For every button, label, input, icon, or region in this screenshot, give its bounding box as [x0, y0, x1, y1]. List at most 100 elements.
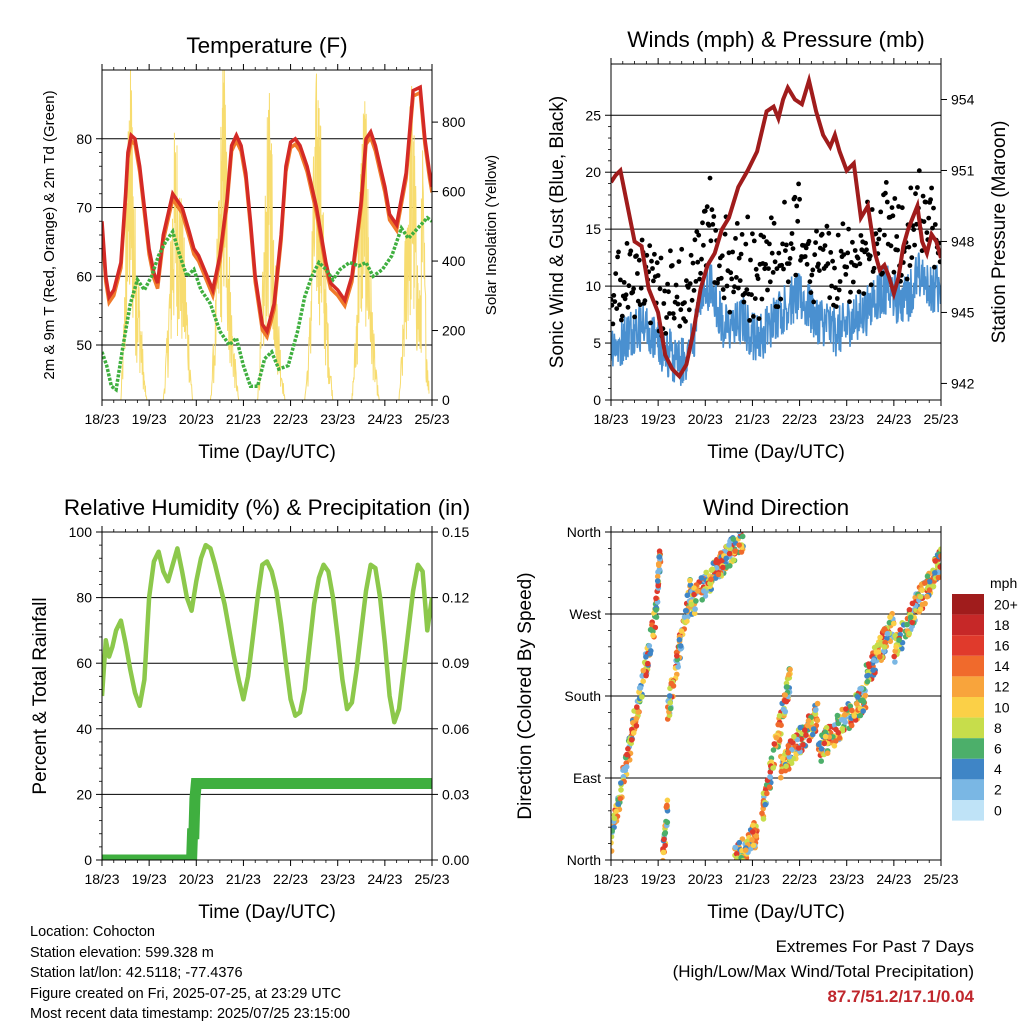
humidity-y2tick-label: 0.09: [442, 655, 469, 671]
humidity-y2tick-label: 0.15: [442, 524, 469, 540]
direction-point: [656, 554, 663, 560]
direction-point: [848, 722, 855, 729]
figure-created: Figure created on Fri, 2025-07-25, at 23…: [30, 985, 342, 1002]
direction-ytick-label: North: [567, 524, 601, 540]
gust-point: [755, 276, 761, 282]
gust-point: [863, 240, 868, 246]
direction-point: [906, 630, 912, 637]
winds-xtick-label: 21/23: [735, 411, 770, 427]
gust-point: [625, 304, 631, 310]
gust-point: [833, 304, 839, 309]
direction-point: [814, 700, 821, 707]
direction-point: [687, 577, 693, 584]
gust-point: [731, 289, 736, 295]
gust-point: [932, 264, 937, 270]
gust-point: [638, 285, 644, 291]
direction-point: [858, 685, 865, 692]
gust-point: [689, 297, 695, 303]
gust-point: [612, 299, 618, 304]
direction-point: [726, 550, 733, 557]
direction-point: [909, 619, 915, 626]
humidity-xtick-label: 23/23: [320, 871, 355, 887]
gust-point: [661, 301, 667, 306]
direction-point: [767, 769, 774, 775]
direction-point: [924, 593, 930, 600]
gust-point: [611, 293, 617, 298]
humidity-title: Relative Humidity (%) & Precipitation (i…: [64, 495, 470, 520]
winds-xtick-label: 24/23: [876, 411, 911, 427]
gust-point: [908, 185, 914, 191]
direction-point: [732, 844, 739, 851]
gust-point: [884, 199, 890, 205]
direction-xtick-label: 20/23: [688, 871, 723, 887]
gust-point: [889, 205, 895, 211]
gust-point: [671, 315, 677, 321]
gust-point: [806, 238, 812, 244]
direction-point: [824, 750, 831, 756]
solar-insolation-line: [120, 70, 430, 400]
direction-point: [691, 591, 697, 598]
legend-swatch: [952, 655, 984, 677]
humidity-ytick-label: 60: [76, 655, 92, 671]
temperature-frame: [101, 69, 433, 401]
gust-point: [717, 263, 722, 269]
gust-point: [907, 263, 913, 268]
gust-point: [727, 309, 733, 315]
precip-line: [102, 778, 432, 860]
direction-point: [698, 575, 705, 581]
gust-point: [624, 241, 630, 246]
direction-xtick-label: 23/23: [829, 871, 864, 887]
winds-ytick-label: 25: [585, 107, 601, 123]
direction-point: [881, 644, 888, 650]
direction-point: [776, 712, 783, 719]
direction-point: [688, 601, 695, 608]
direction-point: [736, 532, 742, 535]
gust-point: [814, 228, 819, 234]
gust-point: [611, 302, 615, 308]
direction-ytick-label: South: [564, 688, 601, 704]
direction-point: [810, 726, 817, 732]
direction-point: [855, 694, 861, 700]
gust-point: [756, 316, 762, 321]
gust-point: [825, 261, 831, 267]
gust-point: [728, 270, 734, 276]
direction-point: [816, 741, 822, 748]
gust-point: [726, 250, 732, 256]
legend-label: 6: [994, 741, 1002, 757]
dewpoint-line: [102, 215, 432, 393]
direction-point: [881, 648, 887, 654]
direction-point: [643, 672, 649, 679]
humidity-ylabel: Percent & Total Rainfall: [30, 597, 51, 794]
gust-point: [832, 265, 837, 271]
direction-point: [778, 774, 784, 781]
direction-ytick-label: East: [573, 770, 601, 786]
direction-point: [715, 559, 722, 565]
direction-ytick-label: North: [567, 852, 601, 868]
gust-point: [743, 241, 749, 247]
gust-point: [663, 331, 669, 336]
gust-point: [880, 270, 885, 276]
gust-point: [678, 307, 684, 313]
direction-point: [778, 722, 784, 728]
gust-point: [619, 317, 624, 323]
direction-point: [935, 574, 941, 581]
gust-point: [784, 242, 789, 248]
direction-point: [814, 717, 821, 724]
gust-point: [888, 243, 894, 249]
winds-xlabel: Time (Day/UTC): [707, 442, 845, 463]
gust-point: [921, 219, 927, 225]
gust-point: [861, 291, 867, 296]
winds-xtick-label: 18/23: [593, 411, 628, 427]
temperature-xlabel: Time (Day/UTC): [198, 442, 336, 463]
direction-point: [822, 733, 829, 740]
temperature-xtick-label: 25/23: [414, 411, 449, 427]
direction-point: [818, 746, 825, 752]
temperature-ytick-label: 50: [76, 337, 92, 353]
gust-point: [864, 247, 869, 253]
direction-point: [715, 571, 722, 578]
gust-point: [701, 242, 706, 248]
direction-point: [821, 740, 828, 747]
direction-point: [739, 526, 745, 532]
gust-point: [877, 227, 883, 233]
